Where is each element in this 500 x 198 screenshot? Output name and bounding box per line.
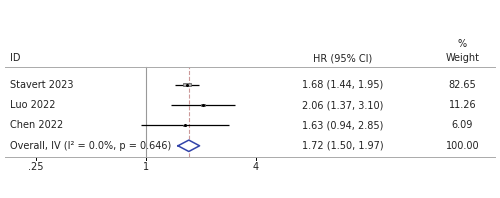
Text: 1.63 (0.94, 2.85): 1.63 (0.94, 2.85) [302,120,383,130]
Bar [202,104,205,106]
Text: 1.72 (1.50, 1.97): 1.72 (1.50, 1.97) [302,141,384,151]
Text: .25: .25 [28,162,44,172]
Text: Chen 2022: Chen 2022 [10,120,63,130]
Text: 11.26: 11.26 [448,100,476,110]
Text: 1: 1 [143,162,149,172]
Polygon shape [178,140,200,151]
Text: ID: ID [10,53,20,63]
Text: Luo 2022: Luo 2022 [10,100,56,110]
Text: HR (95% CI): HR (95% CI) [313,53,372,63]
Text: %: % [458,39,467,49]
Text: 100.00: 100.00 [446,141,480,151]
Text: 6.09: 6.09 [452,120,473,130]
Text: 4: 4 [252,162,258,172]
Text: 2.06 (1.37, 3.10): 2.06 (1.37, 3.10) [302,100,383,110]
Bar [183,125,186,126]
Text: 1.68 (1.44, 1.95): 1.68 (1.44, 1.95) [302,80,383,90]
Text: 82.65: 82.65 [448,80,476,90]
Text: Weight: Weight [446,53,480,63]
Text: Overall, IV (I² = 0.0%, p = 0.646): Overall, IV (I² = 0.0%, p = 0.646) [10,141,171,151]
Text: Stavert 2023: Stavert 2023 [10,80,74,90]
Bar [182,83,191,86]
